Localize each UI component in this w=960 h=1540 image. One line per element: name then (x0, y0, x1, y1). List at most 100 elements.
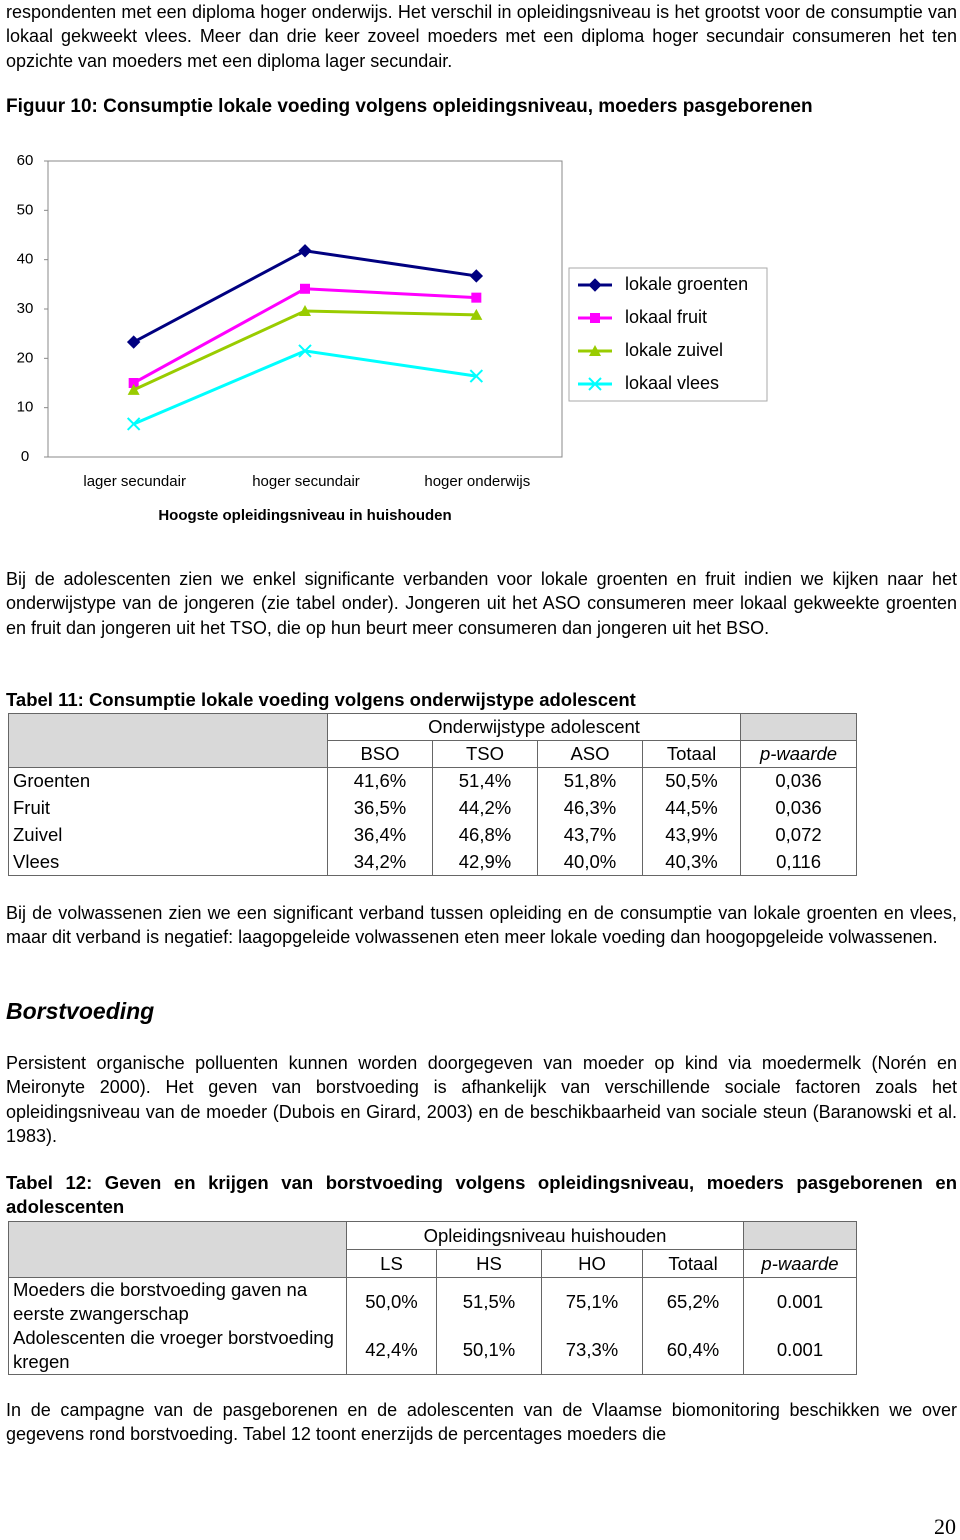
marker (126, 335, 141, 349)
header-row: Opleidingsniveau huishouden (8, 1221, 857, 1278)
cell: 0.001 (743, 1326, 857, 1375)
cell: 60,4% (642, 1326, 744, 1375)
column-header: p-waarde (740, 740, 858, 768)
legend-box (568, 267, 768, 402)
header-row: Onderwijstype adolescent (8, 713, 858, 768)
header-cell (8, 1221, 347, 1278)
cell: 50,0% (346, 1277, 437, 1326)
paragraph: Bij de adolescenten zien we enkel signif… (6, 569, 957, 638)
table-title: Tabel 12: Geven en krijgen van borstvoed… (6, 1172, 957, 1217)
cell: 51,8% (537, 767, 643, 795)
cell: 75,1% (541, 1277, 643, 1326)
column-header: Totaal (641, 740, 742, 768)
paragraph: respondenten met een diploma hoger onder… (6, 2, 957, 71)
marker (470, 308, 483, 320)
row-label: Groenten (8, 767, 328, 795)
marker (471, 292, 482, 303)
cell: 65,2% (642, 1277, 744, 1326)
cell: 0.001 (743, 1277, 857, 1326)
header-cell (740, 713, 858, 741)
marker (298, 344, 312, 358)
column-header: LS (346, 1249, 437, 1278)
row-label: Zuivel (8, 821, 328, 849)
cell: 44,5% (641, 794, 742, 822)
x-axis-title: Hoogste opleidingsniveau in huishouden (158, 507, 451, 524)
header-row: BSO TSO ASO Totaal p-waarde (9, 740, 858, 768)
y-tick-label: 20 (17, 349, 34, 366)
cell: 73,3% (541, 1326, 643, 1375)
x-tick-label: lager secundair (83, 473, 186, 490)
cell: 51,4% (432, 767, 538, 795)
marker (127, 383, 140, 395)
cell: 50,1% (436, 1326, 542, 1375)
cell: 44,2% (432, 794, 538, 822)
table-row: Vlees 34,2% 42,9% 40,0% 40,3% 0,116 (8, 848, 858, 876)
marker (588, 377, 602, 391)
column-header: TSO (432, 740, 538, 768)
cell: 36,5% (327, 794, 433, 822)
paragraph: Bij de volwassenen zien we een significa… (6, 903, 957, 948)
header-row: LS HS HO Totaal p-waarde (9, 1249, 857, 1278)
row-label: Adolescenten die vroeger borstvoeding kr… (8, 1326, 347, 1375)
marker (300, 283, 310, 294)
header-cell (8, 713, 328, 768)
cell: 46,8% (432, 821, 538, 849)
legend-label: lokale groenten (625, 274, 748, 294)
table: Onderwijstype adolescent BSO TSO ASO Totaal p… (8, 713, 858, 876)
figure-title: Figuur 10: Consumptie lokale voeding vol… (6, 96, 813, 117)
cell: 50,5% (641, 767, 742, 795)
cell: 0,116 (740, 848, 858, 876)
marker (589, 345, 601, 356)
column-header: p-waarde (743, 1249, 857, 1278)
column-header: BSO (327, 740, 433, 768)
column-header: Totaal (642, 1249, 744, 1278)
x-tick-label: hoger onderwijs (424, 473, 530, 490)
legend-label: lokaal fruit (625, 307, 707, 327)
cell: 46,3% (537, 794, 643, 822)
marker (126, 417, 141, 431)
paragraph: In de campagne van de pasgeborenen en de… (6, 1400, 957, 1445)
table-row: Groenten 41,6% 51,4% 51,8% 50,5% 0,036 (8, 767, 858, 795)
cell: 41,6% (327, 767, 433, 795)
marker (299, 304, 311, 316)
table-row: Moeders die borstvoeding gaven na eerste… (8, 1277, 857, 1326)
marker (469, 369, 484, 383)
marker (590, 313, 600, 323)
cell: 0,036 (740, 767, 858, 795)
cell: 36,4% (327, 821, 433, 849)
y-tick-label: 40 (17, 251, 34, 268)
cell: 0,072 (740, 821, 858, 849)
cell: 40,0% (537, 848, 643, 876)
cell: 42,9% (432, 848, 538, 876)
header-cell (743, 1221, 857, 1250)
chart: 0 10 20 30 40 50 60 lager secundair hoger secund… (17, 152, 768, 524)
row-label: Vlees (8, 848, 328, 876)
row-label: Fruit (8, 794, 328, 822)
table: Opleidingsniveau huishouden LS HS HO Totaal p… (8, 1221, 857, 1375)
cell: 34,2% (327, 848, 433, 876)
cell: 51,5% (436, 1277, 542, 1326)
cell: 0,036 (740, 794, 858, 822)
table-title: Tabel 11: Consumptie lokale voeding volg… (6, 689, 636, 710)
y-tick-label: 50 (17, 201, 34, 218)
group-header: Opleidingsniveau huishouden (346, 1221, 744, 1250)
cell: 43,9% (641, 821, 742, 849)
x-tick-label: hoger secundair (252, 473, 360, 490)
group-header: Onderwijstype adolescent (326, 713, 742, 741)
y-tick-label: 0 (21, 448, 29, 465)
table-row: Zuivel 36,4% 46,8% 43,7% 43,9% 0,072 (8, 821, 858, 849)
marker (588, 278, 602, 292)
marker (128, 378, 139, 388)
legend-label: lokaal vlees (625, 373, 719, 393)
marker (469, 269, 484, 283)
column-header: HO (541, 1249, 643, 1278)
table-row: Fruit 36,5% 44,2% 46,3% 44,5% 0,036 (8, 794, 858, 822)
cell: 43,7% (537, 821, 643, 849)
marker (298, 244, 312, 258)
heading: Borstvoeding (6, 998, 155, 1024)
y-tick-label: 60 (17, 152, 34, 169)
paragraph: Persistent organische polluenten kunnen … (6, 1053, 957, 1147)
table-row: Adolescenten die vroeger borstvoeding kr… (8, 1326, 857, 1375)
page-number: 20 (934, 1514, 956, 1539)
